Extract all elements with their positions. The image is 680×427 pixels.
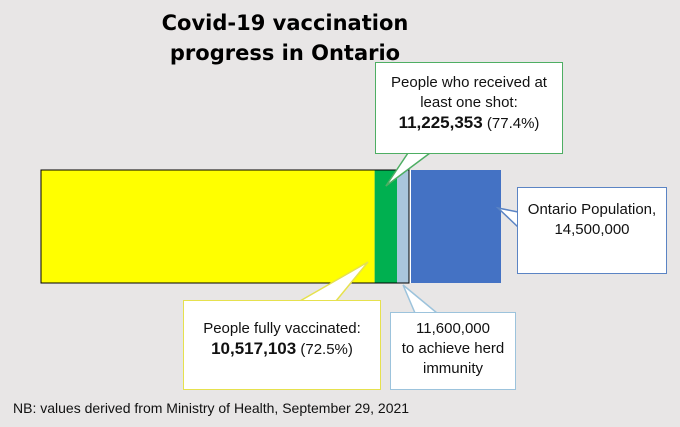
callout-population-label: Ontario Population, xyxy=(527,201,657,218)
bar-fully-vaccinated xyxy=(41,170,375,283)
footnote: NB: values derived from Ministry of Heal… xyxy=(13,400,410,416)
callout-one-shot: People who received at least one shot: 1… xyxy=(375,62,563,154)
callout-fully-vaccinated: People fully vaccinated: 10,517,103 (72.… xyxy=(183,300,381,390)
callout-one-shot-value: 11,225,353 xyxy=(398,113,483,132)
callout-fully-label: People fully vaccinated: xyxy=(203,320,361,337)
callout-herd-immunity: 11,600,000 to achieve herd immunity xyxy=(390,312,516,390)
bar-outline xyxy=(40,169,410,284)
callout-fully-value: 10,517,103 xyxy=(211,339,297,358)
callout-herd-value: 11,600,000 xyxy=(416,320,490,337)
chart-title: Covid-19 vaccination progress in Ontario xyxy=(161,11,409,65)
bar-population xyxy=(409,170,501,283)
callout-population-value: 14,500,000 xyxy=(554,221,630,238)
bar-herd-immunity xyxy=(397,170,409,283)
callout-herd-label: to achieve herd immunity xyxy=(401,340,505,377)
callout-one-shot-label: People who received at least one shot: xyxy=(391,74,547,111)
bar-one-shot xyxy=(374,170,398,283)
callout-population: Ontario Population, 14,500,000 xyxy=(517,187,667,274)
callout-fully-pct: (72.5%) xyxy=(300,341,353,358)
callout-one-shot-pct: (77.4%) xyxy=(486,115,540,132)
pointer-herd-immunity xyxy=(402,284,440,314)
